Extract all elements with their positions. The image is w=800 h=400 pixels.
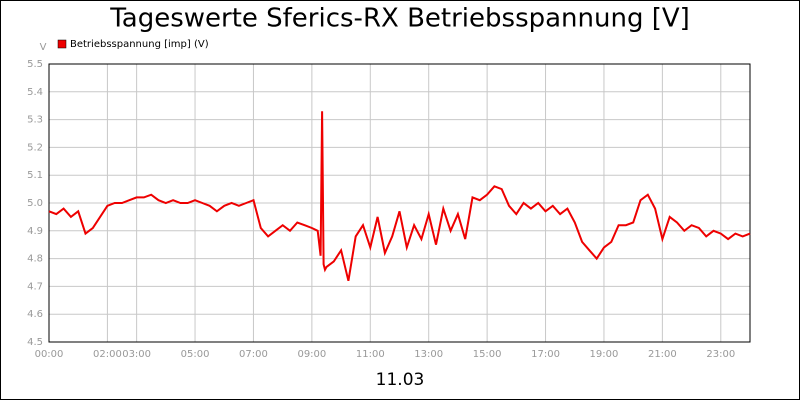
y-tick-label: 5.2 — [27, 142, 43, 153]
y-tick-label: 5.0 — [27, 198, 43, 209]
x-tick-label: 00:00 — [35, 349, 64, 360]
x-tick-label: 03:00 — [122, 349, 151, 360]
x-tick-label: 09:00 — [297, 349, 326, 360]
x-tick-label: 07:00 — [239, 349, 268, 360]
legend-label: Betriebsspannung [imp] (V) — [70, 39, 209, 50]
x-tick-label: 17:00 — [531, 349, 560, 360]
x-tick-label: 02:00 — [93, 349, 122, 360]
x-axis-label: 11.03 — [376, 370, 425, 390]
x-tick-label: 19:00 — [590, 349, 619, 360]
y-tick-label: 5.1 — [27, 170, 43, 181]
x-tick-label: 11:00 — [356, 349, 385, 360]
y-axis-label: V — [40, 42, 47, 53]
y-tick-label: 4.7 — [27, 281, 43, 292]
x-tick-label: 05:00 — [181, 349, 210, 360]
data-line — [48, 111, 751, 282]
x-tick-label: 21:00 — [648, 349, 677, 360]
chart-title: Tageswerte Sferics-RX Betriebsspannung [… — [109, 4, 690, 34]
y-tick-label: 5.4 — [27, 87, 43, 98]
y-tick-label: 4.9 — [27, 226, 43, 237]
legend-swatch — [57, 39, 67, 49]
x-tick-label: 23:00 — [706, 349, 735, 360]
y-tick-label: 4.5 — [27, 337, 43, 348]
y-tick-label: 4.6 — [27, 309, 43, 320]
x-tick-label: 13:00 — [414, 349, 443, 360]
y-tick-label: 5.5 — [27, 59, 43, 70]
x-tick-label: 15:00 — [473, 349, 502, 360]
plot-border — [48, 63, 751, 343]
y-tick-label: 4.8 — [27, 254, 43, 265]
y-tick-label: 5.3 — [27, 115, 43, 126]
